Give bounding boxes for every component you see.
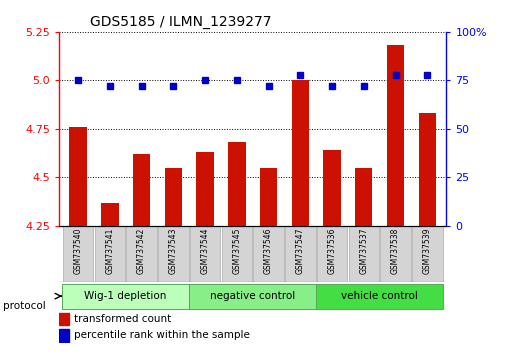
Bar (59, 313, 69, 325)
Bar (94, 226, 125, 282)
Text: vehicle control: vehicle control (341, 291, 418, 301)
Text: negative control: negative control (210, 291, 295, 301)
Text: GSM737536: GSM737536 (327, 228, 337, 274)
Bar (412, 226, 443, 282)
Bar (133, 154, 150, 226)
Text: GSM737546: GSM737546 (264, 228, 273, 274)
Bar (387, 45, 404, 226)
Bar (291, 80, 309, 226)
Bar (348, 226, 379, 282)
Bar (380, 226, 411, 282)
Bar (316, 284, 443, 309)
Bar (62, 284, 189, 309)
Bar (196, 152, 214, 226)
Text: GSM737542: GSM737542 (137, 228, 146, 274)
Bar (190, 226, 220, 282)
Bar (165, 168, 182, 226)
Bar (126, 226, 157, 282)
Bar (317, 226, 347, 282)
Text: GSM737545: GSM737545 (232, 228, 241, 274)
Text: GSM737540: GSM737540 (73, 228, 83, 274)
Bar (59, 329, 69, 342)
Bar (260, 168, 277, 226)
Text: GSM737537: GSM737537 (359, 228, 368, 274)
Bar (253, 226, 284, 282)
Text: GDS5185 / ILMN_1239277: GDS5185 / ILMN_1239277 (90, 16, 271, 29)
Bar (285, 226, 315, 282)
Text: GSM737543: GSM737543 (169, 228, 178, 274)
Text: transformed count: transformed count (74, 314, 172, 324)
Bar (189, 284, 316, 309)
Bar (63, 226, 93, 282)
Bar (323, 150, 341, 226)
Text: GSM737538: GSM737538 (391, 228, 400, 274)
Text: protocol: protocol (3, 301, 45, 311)
Text: GSM737539: GSM737539 (423, 228, 432, 274)
Bar (355, 168, 372, 226)
Bar (69, 127, 87, 226)
Bar (419, 113, 436, 226)
Text: GSM737547: GSM737547 (296, 228, 305, 274)
Text: percentile rank within the sample: percentile rank within the sample (74, 330, 250, 341)
Bar (158, 226, 188, 282)
Bar (222, 226, 252, 282)
Text: GSM737544: GSM737544 (201, 228, 209, 274)
Text: GSM737541: GSM737541 (105, 228, 114, 274)
Text: Wig-1 depletion: Wig-1 depletion (85, 291, 167, 301)
Bar (101, 202, 119, 226)
Bar (228, 142, 246, 226)
